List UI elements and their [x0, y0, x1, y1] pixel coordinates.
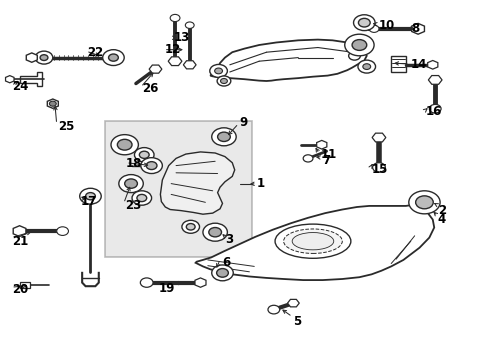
Circle shape — [344, 34, 373, 56]
Circle shape — [119, 175, 143, 193]
Polygon shape — [47, 99, 58, 108]
Text: 2: 2 — [437, 204, 445, 217]
Text: 15: 15 — [371, 163, 387, 176]
Polygon shape — [316, 140, 326, 149]
Text: 13: 13 — [173, 31, 189, 44]
Polygon shape — [168, 57, 182, 66]
Text: 19: 19 — [159, 282, 175, 294]
Circle shape — [137, 194, 146, 202]
Text: 22: 22 — [87, 46, 103, 59]
Circle shape — [146, 162, 157, 170]
Circle shape — [102, 50, 124, 66]
Circle shape — [140, 278, 153, 287]
Text: 21: 21 — [12, 235, 28, 248]
Circle shape — [368, 25, 378, 32]
Polygon shape — [149, 65, 162, 73]
Circle shape — [348, 51, 360, 60]
Text: 17: 17 — [81, 195, 97, 208]
Circle shape — [57, 227, 68, 235]
Polygon shape — [287, 300, 299, 307]
Polygon shape — [411, 23, 424, 34]
Circle shape — [428, 104, 440, 113]
Text: 10: 10 — [378, 19, 394, 32]
Circle shape — [111, 135, 138, 155]
Text: 20: 20 — [12, 283, 28, 296]
Circle shape — [267, 305, 279, 314]
Text: 14: 14 — [410, 58, 426, 71]
Circle shape — [35, 51, 53, 64]
Text: 25: 25 — [58, 120, 74, 132]
Circle shape — [303, 155, 312, 162]
Polygon shape — [26, 53, 37, 62]
Text: 8: 8 — [410, 22, 418, 35]
Circle shape — [217, 76, 230, 86]
Polygon shape — [20, 72, 41, 86]
Circle shape — [353, 15, 374, 31]
Text: 1: 1 — [256, 177, 264, 190]
Circle shape — [108, 54, 118, 61]
Text: 16: 16 — [425, 105, 441, 118]
Circle shape — [49, 101, 56, 106]
Circle shape — [408, 191, 439, 214]
Polygon shape — [427, 76, 441, 84]
Circle shape — [170, 14, 180, 22]
Circle shape — [211, 128, 236, 146]
Circle shape — [141, 158, 162, 174]
Circle shape — [415, 196, 432, 209]
Circle shape — [182, 220, 199, 233]
Bar — [20, 282, 30, 288]
Circle shape — [220, 78, 227, 84]
Circle shape — [208, 228, 221, 237]
Polygon shape — [210, 40, 366, 81]
Bar — [105, 121, 251, 257]
Polygon shape — [427, 60, 437, 69]
Polygon shape — [195, 200, 433, 280]
Text: 26: 26 — [142, 82, 158, 95]
Circle shape — [217, 132, 230, 141]
Ellipse shape — [274, 224, 350, 258]
Circle shape — [211, 265, 233, 281]
Ellipse shape — [292, 233, 333, 250]
Circle shape — [351, 40, 366, 50]
Polygon shape — [5, 76, 14, 83]
Polygon shape — [183, 61, 196, 69]
Polygon shape — [371, 133, 385, 142]
Text: 4: 4 — [437, 213, 445, 226]
Circle shape — [139, 151, 149, 158]
Circle shape — [214, 68, 222, 74]
Circle shape — [203, 223, 227, 241]
Text: 18: 18 — [126, 157, 142, 170]
Text: 5: 5 — [293, 315, 301, 328]
Text: 6: 6 — [222, 256, 230, 269]
Circle shape — [185, 22, 194, 28]
Circle shape — [124, 179, 137, 188]
Text: 24: 24 — [12, 80, 28, 93]
Text: 7: 7 — [322, 154, 330, 167]
Circle shape — [80, 188, 101, 204]
Circle shape — [372, 163, 385, 172]
Circle shape — [132, 191, 151, 205]
Text: 9: 9 — [239, 116, 247, 129]
Text: 12: 12 — [164, 43, 181, 56]
Text: 3: 3 — [224, 233, 233, 246]
Circle shape — [134, 148, 154, 162]
Circle shape — [209, 64, 227, 77]
Ellipse shape — [283, 229, 342, 253]
Circle shape — [186, 224, 195, 230]
Polygon shape — [195, 278, 205, 287]
Circle shape — [85, 193, 95, 200]
Polygon shape — [13, 226, 26, 237]
Text: 11: 11 — [320, 148, 336, 161]
Bar — [390, 56, 405, 72]
Circle shape — [216, 269, 228, 277]
Circle shape — [362, 64, 370, 69]
Polygon shape — [160, 152, 234, 214]
Circle shape — [357, 60, 375, 73]
Text: 23: 23 — [124, 199, 141, 212]
Circle shape — [358, 18, 369, 27]
Circle shape — [117, 139, 132, 150]
Circle shape — [40, 55, 48, 60]
